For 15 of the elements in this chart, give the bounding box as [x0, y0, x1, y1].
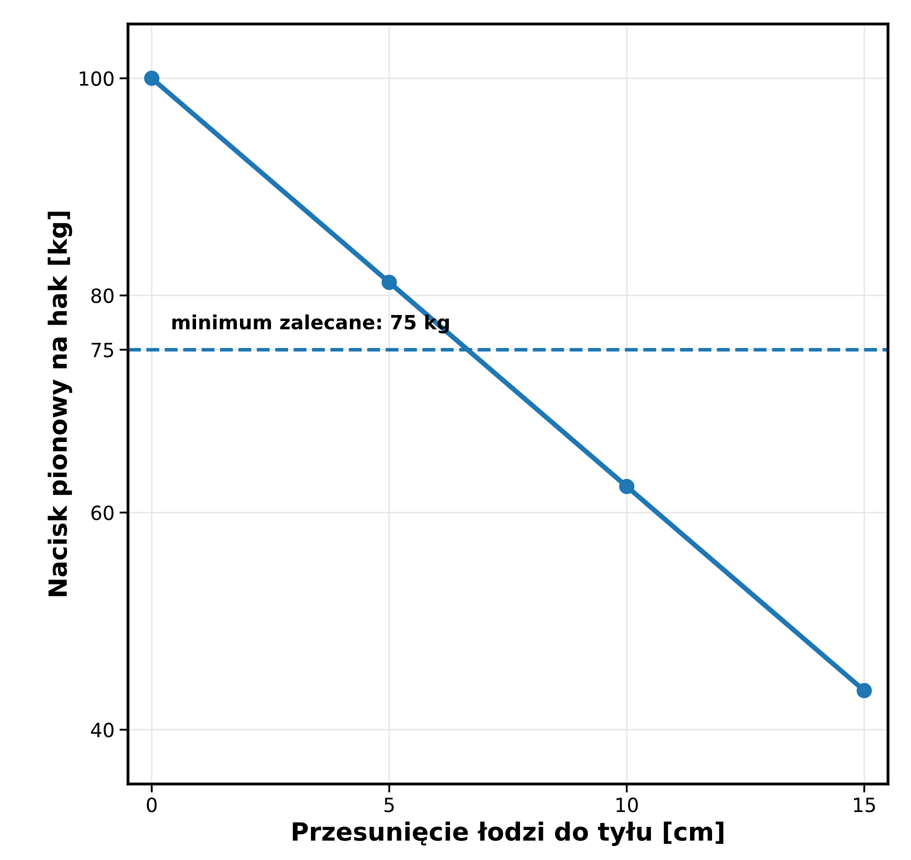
x-tick-label: 0: [146, 798, 157, 812]
y-axis-title: Nacisk pionowy na hak [kg]: [48, 212, 72, 596]
point: [856, 682, 872, 698]
y-tick-label: 40: [91, 722, 114, 738]
x-tick-label: 5: [384, 798, 394, 812]
y-tick-label: 80: [91, 288, 114, 304]
point: [144, 70, 160, 86]
x-axis-title: Przesunięcie łodzi do tyłu [cm]: [292, 822, 724, 846]
y-tick-label: 75: [92, 342, 114, 358]
y-tick-label: 100: [80, 71, 114, 86]
x-tick-label: 15: [854, 798, 875, 812]
point: [619, 478, 634, 494]
y-tick-label: 60: [91, 506, 114, 520]
x-tick-label: 10: [616, 798, 638, 812]
point: [382, 274, 397, 290]
